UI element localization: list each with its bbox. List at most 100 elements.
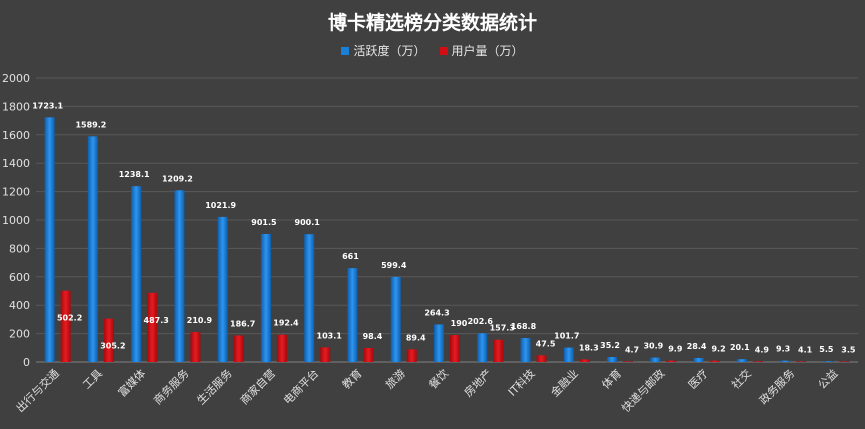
y-tick-label: 1400 [2, 157, 30, 170]
bar-activity [823, 361, 834, 362]
data-label-users: 98.4 [363, 332, 383, 341]
data-label-activity: 900.1 [295, 218, 321, 227]
x-tick-label: 餐饮 [426, 366, 451, 391]
data-label-activity: 901.5 [251, 218, 277, 227]
bar-users [666, 360, 677, 362]
x-tick-label: 公益 [815, 366, 840, 391]
data-label-users: 47.5 [536, 339, 556, 348]
bar-activity [693, 357, 704, 362]
y-tick-label: 1800 [2, 100, 30, 113]
x-tick-label: 政务服务 [756, 366, 797, 407]
legend-item-activity: 活跃度（万） [341, 42, 426, 59]
x-tick-label: 工具 [80, 367, 105, 392]
data-label-users: 9.9 [668, 345, 683, 354]
data-label-users: 192.4 [273, 319, 299, 328]
bar-activity [217, 216, 228, 362]
bar-activity [174, 190, 185, 362]
bar-users [839, 361, 850, 363]
bar-users [536, 355, 547, 362]
bar-users [493, 339, 504, 362]
bar-users [450, 335, 460, 362]
x-tick-label: 富媒体 [115, 366, 148, 399]
data-label-users: 89.4 [406, 333, 426, 342]
data-label-activity: 35.2 [600, 341, 620, 350]
y-tick-label: 1600 [2, 129, 30, 142]
bar-users [190, 332, 201, 362]
chart-title: 博卡精选榜分类数据统计 [327, 12, 537, 34]
bar-users [233, 335, 244, 362]
legend-label-activity: 活跃度（万） [353, 44, 426, 58]
bar-activity [607, 357, 618, 362]
data-label-activity: 1209.2 [162, 174, 193, 183]
data-label-users: 487.3 [144, 316, 169, 325]
data-label-users: 210.9 [187, 316, 213, 325]
bar-users [276, 334, 287, 362]
data-label-activity: 9.3 [776, 345, 790, 354]
data-label-users: 4.9 [755, 345, 770, 354]
x-tick-label: 体育 [599, 366, 624, 391]
bar-activity [520, 338, 531, 362]
data-label-activity: 202.6 [468, 317, 494, 326]
data-label-users: 186.7 [230, 319, 255, 328]
data-label-users: 4.7 [625, 345, 639, 354]
data-label-users: 18.3 [579, 343, 599, 352]
bar-users [60, 290, 71, 362]
bar-activity [736, 359, 747, 362]
data-label-activity: 599.4 [381, 261, 407, 270]
bar-users [406, 349, 417, 362]
data-label-activity: 1021.9 [205, 201, 236, 210]
data-label-users: 103.1 [317, 331, 343, 340]
bar-users [709, 360, 720, 362]
bar-activity [260, 233, 271, 362]
x-tick-label: 商家自营 [237, 366, 278, 407]
bar-users [796, 361, 807, 362]
bar-users [623, 361, 634, 362]
legend-swatch-users [439, 46, 448, 55]
data-label-activity: 1723.1 [32, 101, 63, 110]
x-tick-label: 生活服务 [194, 366, 235, 407]
bar-users [752, 361, 763, 362]
legend-label-users: 用户量（万） [451, 44, 524, 58]
x-tick-label: 商务服务 [151, 366, 192, 407]
bar-activity [650, 357, 661, 362]
y-tick-label: 200 [9, 328, 30, 341]
bar-activity [44, 117, 55, 363]
y-tick-label: 600 [9, 271, 30, 284]
data-label-activity: 661 [342, 252, 359, 261]
bar-users [363, 348, 374, 362]
data-label-activity: 30.9 [643, 342, 663, 351]
data-label-activity: 168.8 [511, 322, 537, 331]
y-tick-label: 2000 [2, 72, 30, 85]
data-label-activity: 264.3 [424, 308, 449, 317]
bar-activity [563, 347, 574, 362]
x-tick-label: 快递与邮政 [619, 366, 668, 415]
bar-activity [390, 276, 401, 362]
data-label-users: 157.3 [490, 324, 515, 333]
x-tick-label: 电商平台 [280, 366, 321, 407]
data-label-activity: 20.1 [730, 343, 750, 352]
data-label-users: 9.2 [711, 345, 725, 354]
data-label-activity: 101.7 [554, 332, 579, 341]
x-tick-label: 社交 [729, 366, 754, 391]
x-tick-label: 出行与交通 [13, 366, 62, 415]
data-label-users: 305.2 [100, 342, 125, 351]
chart-legend: 活跃度（万） 用户量（万） [0, 42, 865, 59]
bar-users [579, 359, 590, 362]
data-label-activity: 28.4 [687, 342, 707, 351]
data-label-users: 4.1 [798, 345, 813, 354]
bar-users [103, 318, 114, 362]
x-tick-label: 教育 [339, 366, 364, 391]
bar-activity [347, 268, 358, 362]
data-label-activity: 1238.1 [119, 170, 150, 179]
bar-activity [434, 324, 444, 362]
data-label-users: 190 [451, 319, 468, 328]
y-tick-label: 1200 [2, 186, 30, 199]
legend-item-users: 用户量（万） [439, 42, 524, 59]
data-label-users: 3.5 [841, 346, 856, 355]
bar-users [147, 292, 158, 362]
x-tick-label: 旅游 [382, 366, 407, 391]
x-tick-label: IT科技 [505, 366, 538, 399]
data-label-users: 502.2 [57, 314, 82, 323]
